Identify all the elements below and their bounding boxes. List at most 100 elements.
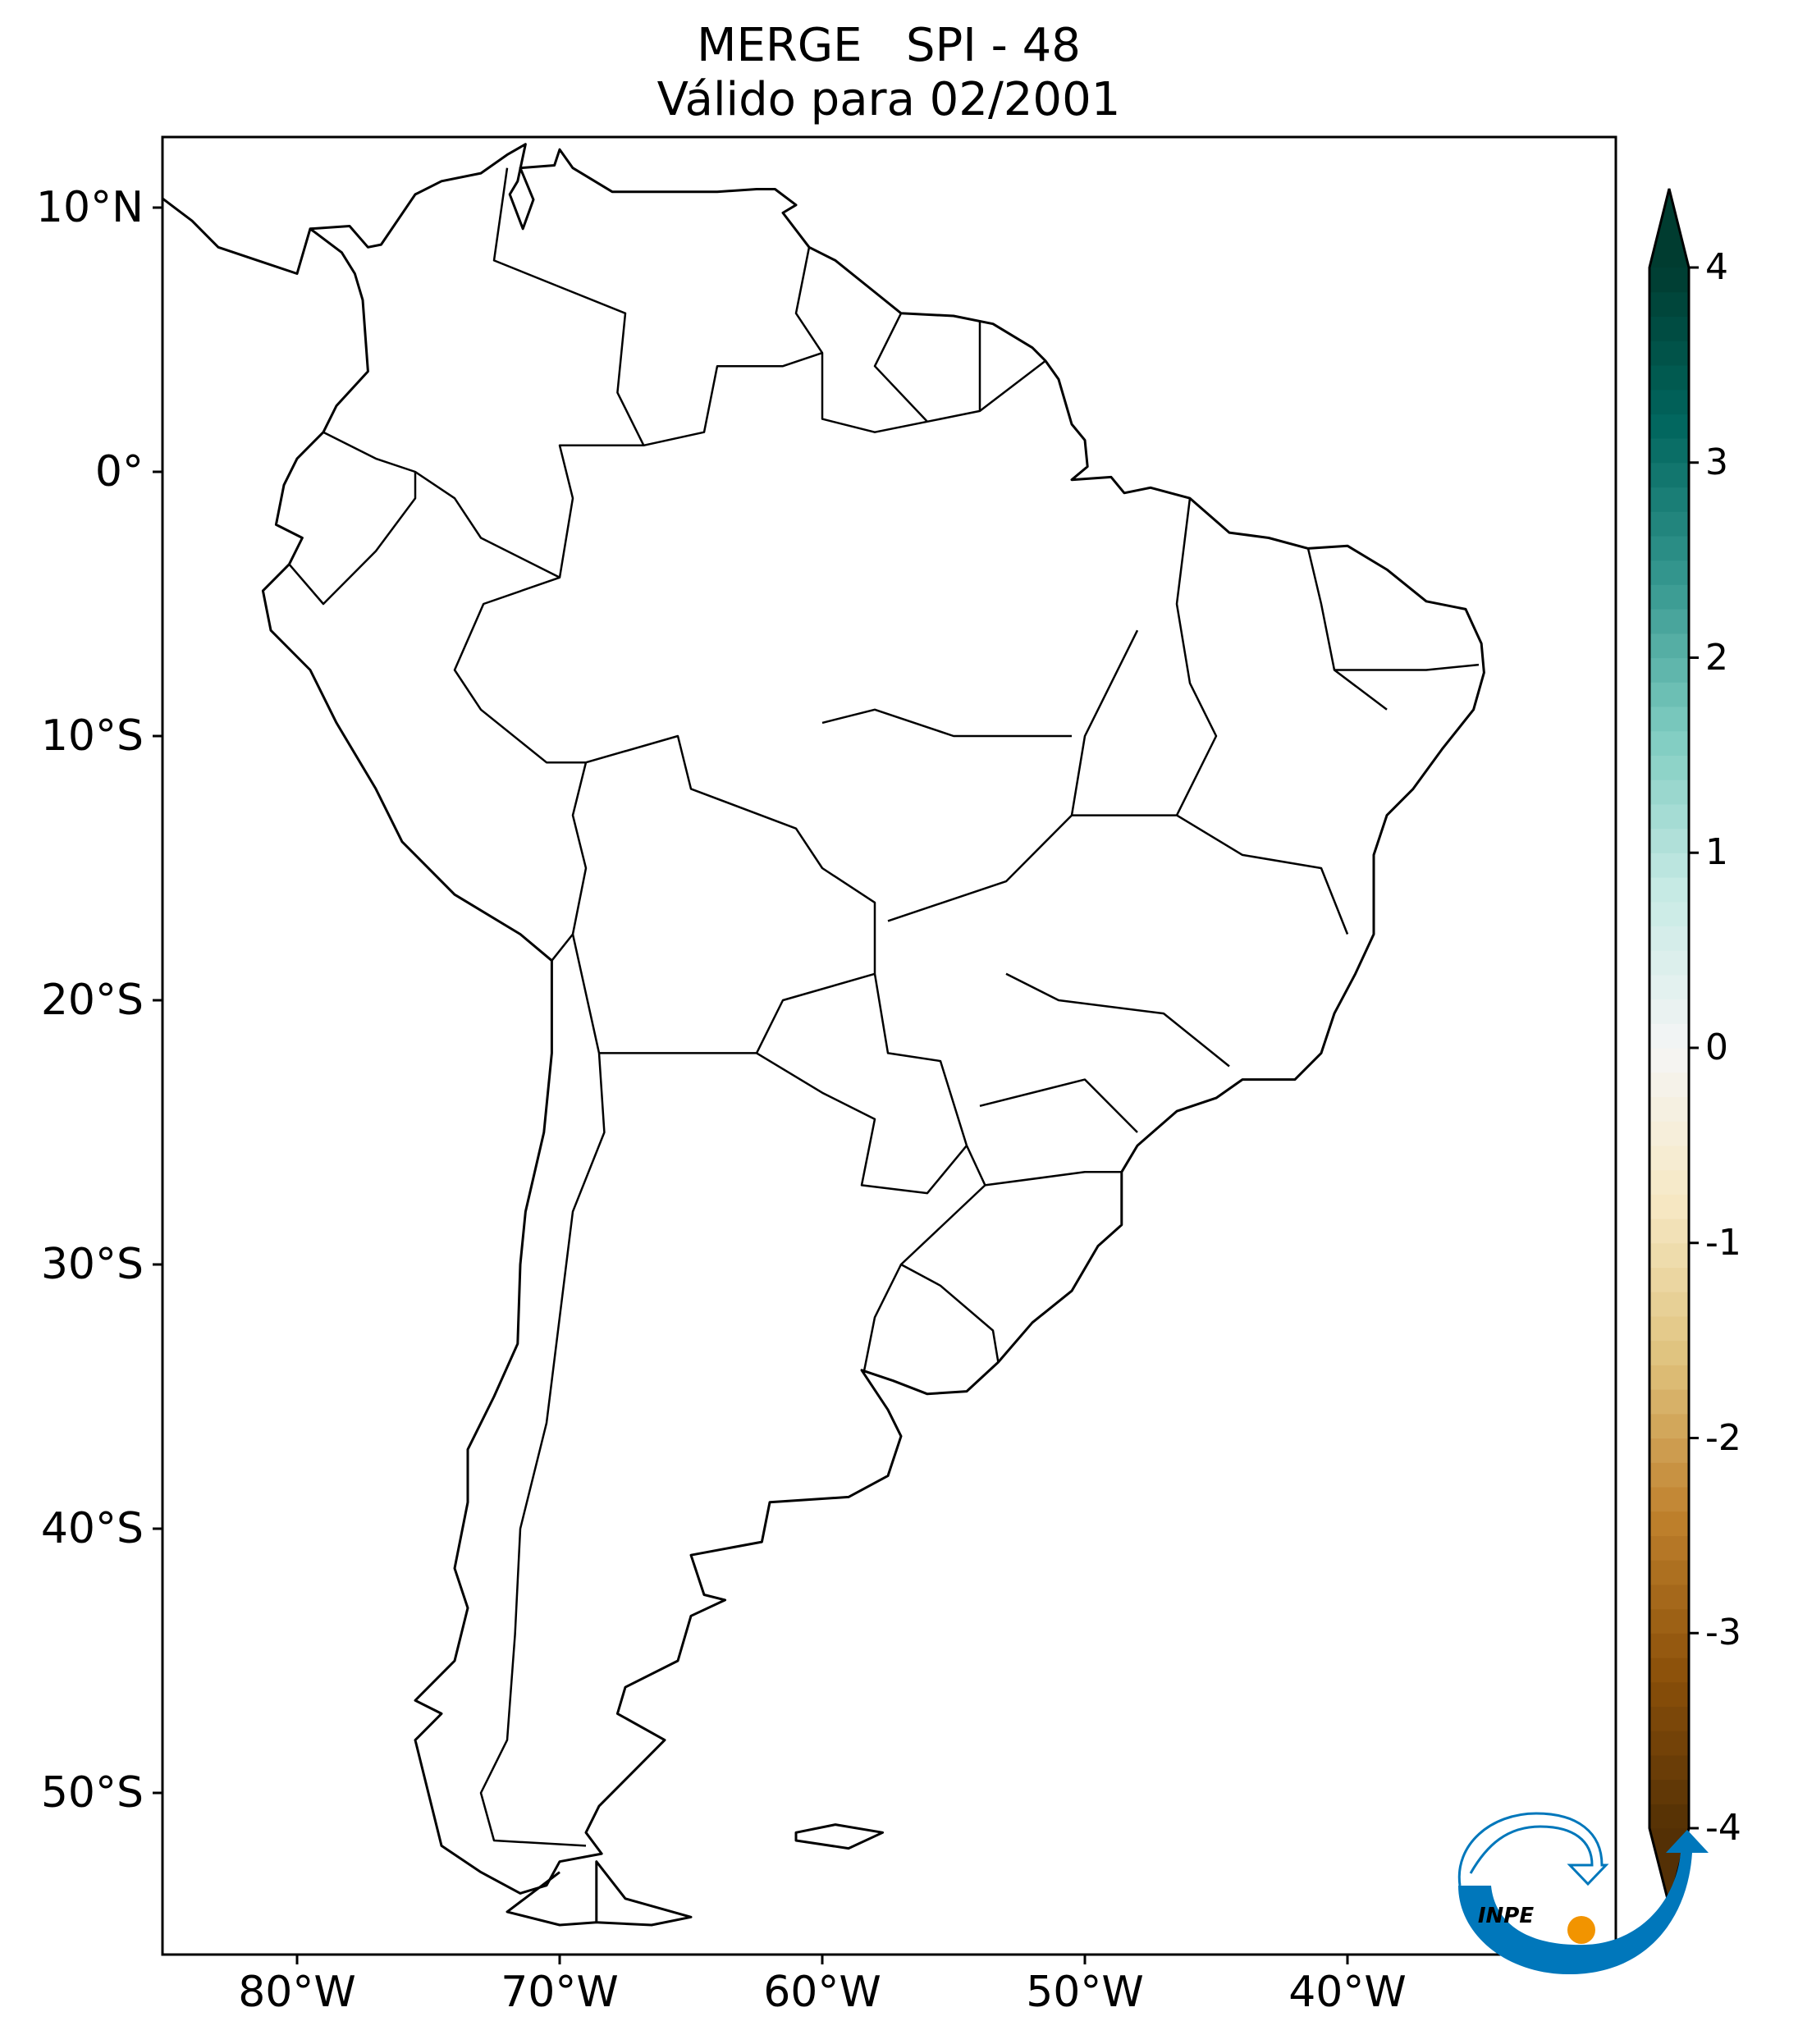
border-venezuela-colombia — [492, 167, 645, 446]
border-uruguay-argentina — [862, 1264, 903, 1371]
coastline-falklands — [794, 1823, 885, 1850]
border-colombia-peru-ecuador — [323, 431, 560, 578]
colorbar-level — [1649, 1023, 1689, 1049]
lat-tick-label: 20°S — [40, 976, 144, 1025]
lon-tick-label: 80°W — [238, 1968, 356, 2017]
map-geometry — [162, 143, 1485, 1927]
border-guyana — [794, 247, 824, 354]
colorbar-level — [1649, 999, 1689, 1024]
logo-swirl-icon — [1457, 1812, 1609, 1886]
colorbar-level — [1649, 1242, 1689, 1269]
coastline-tierra-del-fuego — [595, 1860, 693, 1927]
colorbar-level — [1649, 1608, 1689, 1634]
colorbar-level — [1649, 364, 1689, 391]
colorbar-level — [1649, 1681, 1689, 1707]
border-brazil — [453, 351, 1046, 1363]
colorbar-level — [1649, 1584, 1689, 1610]
colorbar-level — [1649, 1560, 1689, 1585]
colorbar-level — [1649, 1511, 1689, 1536]
lat-tick-label: 10°N — [35, 183, 144, 232]
colorbar-level — [1649, 389, 1689, 414]
border-states-brazil-9 — [1334, 663, 1480, 671]
logo-text: INPE — [1478, 1904, 1534, 1928]
colorbar-level — [1649, 803, 1689, 830]
colorbar-level — [1649, 462, 1689, 488]
colorbar-level — [1649, 438, 1689, 464]
colorbar-level — [1649, 1658, 1689, 1683]
lon-tick-label: 60°W — [763, 1968, 881, 2017]
lat-tick-label: 50°S — [40, 1768, 144, 1818]
border-andes — [479, 934, 606, 1847]
colorbar-tick-label: 2 — [1705, 636, 1728, 679]
colorbar-level — [1649, 1169, 1689, 1195]
coastline-tierra-del-fuego-west — [506, 1871, 597, 1927]
colorbar-level — [1649, 487, 1689, 512]
colorbar-level — [1649, 1486, 1689, 1512]
colorbar-level — [1649, 828, 1689, 853]
border-states-brazil-3 — [1072, 814, 1349, 935]
map-frame — [161, 135, 1617, 1956]
border-states-brazil-8 — [1306, 548, 1388, 711]
lat-tick-label: 10°S — [40, 711, 144, 761]
border-states-brazil-2 — [887, 629, 1139, 922]
colorbar-level — [1649, 853, 1689, 878]
border-bolivia-south — [599, 972, 876, 1054]
colorbar-level — [1649, 1413, 1689, 1439]
colorbar-level — [1649, 633, 1689, 659]
colorbar-level — [1649, 511, 1689, 537]
colorbar-level — [1649, 1438, 1689, 1463]
colorbar-level — [1649, 950, 1689, 976]
colorbar-tick-label: -2 — [1705, 1416, 1741, 1459]
logo-arrow-icon — [1458, 1830, 1709, 1975]
colorbar-level — [1649, 560, 1689, 585]
border-states-brazil-5 — [979, 1078, 1138, 1133]
colorbar-tick-label: -4 — [1705, 1807, 1741, 1849]
colorbar-level — [1649, 1754, 1689, 1781]
border-states-brazil-6 — [985, 1171, 1122, 1187]
colorbar-tick-label: -1 — [1705, 1221, 1741, 1264]
colorbar-level — [1649, 1145, 1689, 1171]
colorbar-level — [1649, 730, 1689, 756]
colorbar-level — [1649, 1731, 1689, 1756]
colorbar-level — [1649, 609, 1689, 634]
colorbar-tick-label: 3 — [1705, 441, 1728, 483]
border-states-brazil-4 — [1005, 972, 1230, 1068]
logo-sun-icon — [1567, 1916, 1595, 1944]
colorbar-level — [1649, 780, 1689, 805]
colorbar-level — [1649, 268, 1689, 293]
colorbar-level — [1649, 1804, 1689, 1829]
colorbar-extend-max — [1649, 189, 1689, 268]
colorbar-level — [1649, 657, 1689, 683]
colorbar — [1648, 188, 1699, 1906]
lon-tick-label: 40°W — [1288, 1968, 1407, 2017]
colorbar-level — [1649, 1121, 1689, 1146]
lat-tick-label: 0° — [94, 447, 144, 496]
title-line-2: Válido para 02/2001 — [657, 73, 1121, 126]
colorbar-tick-label: 1 — [1705, 831, 1728, 874]
colorbar-level — [1649, 1267, 1689, 1292]
inpe-logo: INPE — [1457, 1812, 1709, 1975]
colorbar-level — [1649, 877, 1689, 903]
colorbar-level — [1649, 1096, 1689, 1122]
border-states-brazil — [821, 708, 1072, 738]
colorbar-level — [1649, 706, 1689, 732]
colorbar-level — [1649, 1315, 1689, 1342]
colorbar-level — [1649, 584, 1689, 610]
colorbar-level — [1649, 1462, 1689, 1488]
coastline-south-america — [162, 143, 1485, 1895]
colorbar-tick-label: 0 — [1705, 1027, 1728, 1068]
colorbar-level — [1649, 1072, 1689, 1097]
colorbar-level — [1649, 926, 1689, 951]
lon-tick-label: 50°W — [1026, 1968, 1144, 2017]
colorbar-level — [1649, 1194, 1689, 1219]
border-suriname — [873, 313, 928, 423]
colorbar-level — [1649, 755, 1689, 780]
border-peru-bolivia — [551, 761, 588, 962]
axis-ticks — [153, 206, 1349, 1964]
colorbar-level — [1649, 1340, 1689, 1365]
colorbar-level — [1649, 901, 1689, 926]
colorbar-level — [1649, 414, 1689, 439]
colorbar-level — [1649, 316, 1689, 341]
colorbar-level — [1649, 291, 1689, 317]
